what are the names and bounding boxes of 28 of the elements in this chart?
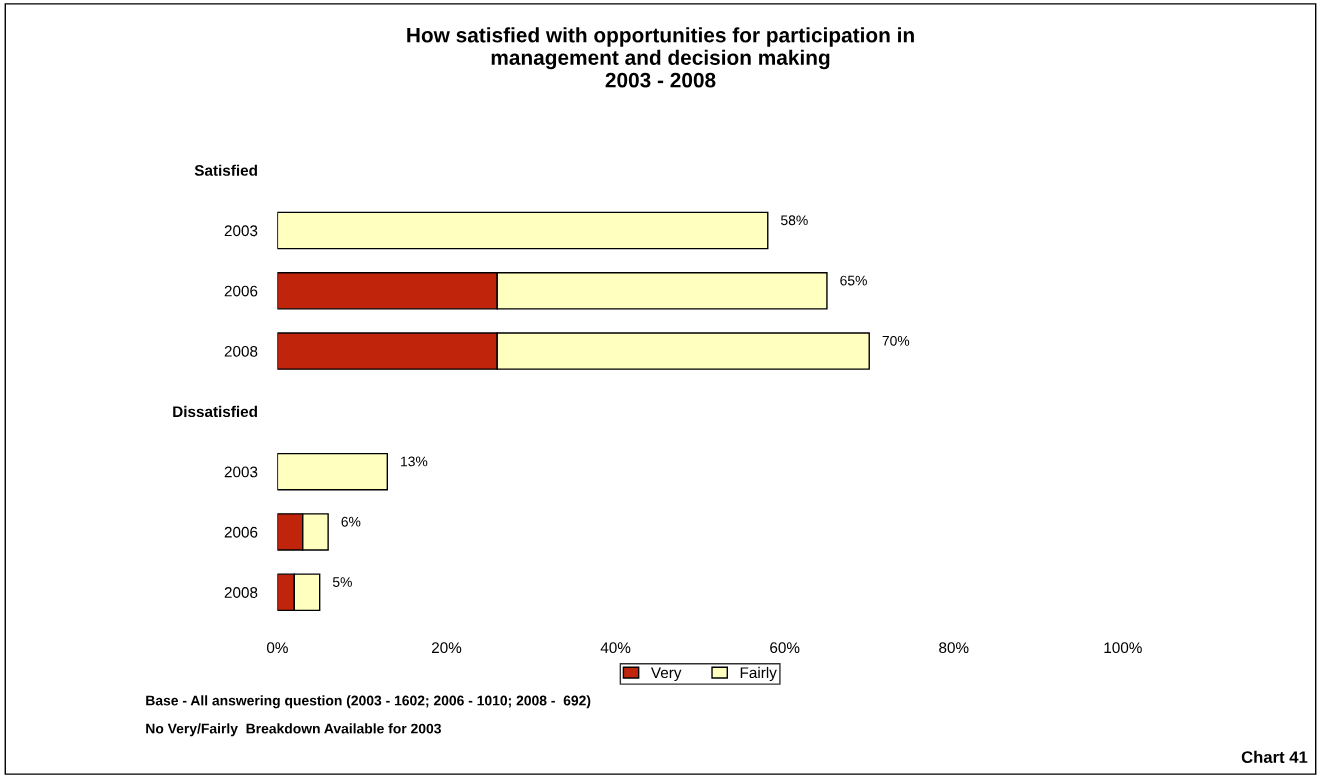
total-label: 58% (781, 215, 808, 226)
total-label: 70% (882, 335, 910, 346)
bar (277, 211, 769, 250)
y-tick-label: 2003 (224, 225, 258, 237)
chart-title: How satisfied with opportunities for participation in management and decision making 2003 - 2008 (407, 27, 914, 88)
x-tick-label: 0% (266, 642, 288, 654)
x-tick-label: 60% (770, 642, 800, 654)
total-label: 6% (341, 516, 361, 527)
y-tick-label: 2008 (224, 345, 258, 357)
x-tick-label: 40% (600, 642, 631, 654)
y-tick-label: 2006 (224, 526, 258, 538)
x-tick-label: 80% (939, 642, 969, 654)
total-label: 5% (332, 577, 352, 587)
total-label: 65% (840, 275, 867, 286)
y-tick-label: Dissatisfied (173, 405, 257, 418)
x-tick-label: 20% (431, 642, 462, 654)
x-tick-label: 100% (1104, 642, 1142, 654)
caption: Chart 41 (1241, 750, 1308, 764)
legend-label: Fairly (740, 666, 777, 682)
y-tick-label: 2008 (224, 587, 258, 598)
text: Base - All answering question (2003 - 1602; 2006 - 1010; 2008 - 692) (146, 695, 591, 709)
y-tick-label: 2006 (224, 285, 258, 297)
total-label: 13% (401, 456, 428, 467)
y-tick-label: 2003 (224, 466, 258, 478)
bar (277, 452, 389, 491)
legend-label: Very (650, 667, 682, 682)
text: No Very/Fairly Breakdown Available for 2003 (146, 723, 441, 737)
y-tick-label: Satisfied (194, 164, 257, 176)
